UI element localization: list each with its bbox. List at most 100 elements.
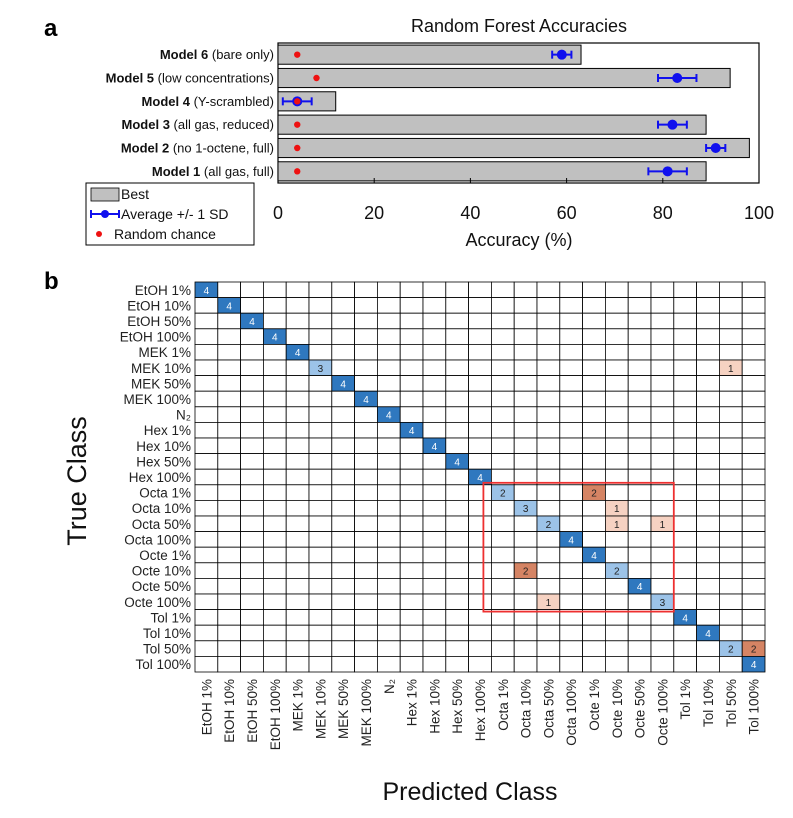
matrix-cell xyxy=(217,328,242,345)
matrix-cell xyxy=(559,515,583,533)
x-tick-label: 100 xyxy=(744,203,774,223)
avg-point xyxy=(667,119,678,130)
matrix-cell xyxy=(262,484,287,501)
matrix-cell xyxy=(331,515,355,533)
matrix-cell xyxy=(559,453,583,470)
matrix-cell xyxy=(194,468,219,486)
matrix-cell xyxy=(673,297,697,314)
matrix-cell xyxy=(719,312,743,330)
matrix-cell xyxy=(354,546,378,564)
matrix-cell xyxy=(627,546,652,564)
matrix-cell xyxy=(194,484,219,501)
avg-point xyxy=(710,143,721,153)
matrix-cell xyxy=(673,484,697,501)
matrix-cell xyxy=(719,609,743,626)
matrix-cell xyxy=(262,656,287,673)
matrix-cell xyxy=(308,328,333,345)
matrix-cell xyxy=(559,343,583,361)
matrix-cell xyxy=(627,312,652,330)
matrix-cell xyxy=(559,390,583,408)
matrix-cell xyxy=(354,562,378,579)
matrix-cell xyxy=(308,624,333,642)
matrix-cell xyxy=(399,546,424,564)
matrix-cell xyxy=(445,343,469,361)
matrix-cell xyxy=(719,546,743,564)
matrix-cell xyxy=(285,375,310,392)
matrix-cell xyxy=(308,593,333,611)
x-tick-label: EtOH 50% xyxy=(245,679,260,743)
matrix-cell xyxy=(240,640,264,657)
matrix-cell xyxy=(445,593,469,611)
matrix-cell xyxy=(217,546,242,564)
cell-count: 1 xyxy=(614,504,620,515)
matrix-cell xyxy=(194,453,219,470)
cell-count: 4 xyxy=(295,348,301,359)
matrix-cell xyxy=(513,484,538,501)
matrix-cell xyxy=(490,453,515,470)
matrix-cell xyxy=(650,375,675,392)
matrix-cell xyxy=(445,281,469,299)
matrix-cell xyxy=(741,328,766,345)
matrix-cell xyxy=(445,640,469,657)
matrix-cell xyxy=(376,343,401,361)
matrix-cell xyxy=(513,281,538,299)
matrix-cell xyxy=(559,437,583,455)
matrix-cell xyxy=(536,375,561,392)
matrix-cell xyxy=(376,312,401,330)
matrix-cell xyxy=(696,484,720,501)
matrix-cell xyxy=(308,546,333,564)
cell-count: 1 xyxy=(660,520,666,531)
matrix-cell xyxy=(719,343,743,361)
cell-count: 4 xyxy=(682,613,688,624)
matrix-cell xyxy=(468,297,492,314)
matrix-cell xyxy=(696,375,720,392)
matrix-cell xyxy=(422,297,447,314)
matrix-cell xyxy=(513,437,538,455)
y-tick-label: Octe 50% xyxy=(132,579,191,594)
matrix-cell xyxy=(536,312,561,330)
y-tick-label: MEK 50% xyxy=(131,376,191,391)
matrix-cell xyxy=(399,390,424,408)
matrix-cell xyxy=(559,375,583,392)
matrix-cell xyxy=(354,499,378,517)
matrix-cell xyxy=(559,499,583,517)
matrix-cell xyxy=(376,546,401,564)
matrix-cell xyxy=(559,328,583,345)
legend-swatch-best xyxy=(90,187,120,202)
matrix-cell xyxy=(513,640,538,657)
matrix-cell xyxy=(468,578,492,595)
matrix-cell xyxy=(513,406,538,423)
x-tick-label: 20 xyxy=(364,203,384,223)
matrix-cell xyxy=(536,531,561,548)
matrix-cell xyxy=(582,328,606,345)
matrix-cell xyxy=(605,328,629,345)
x-tick-label: Tol 1% xyxy=(678,679,693,720)
matrix-cell xyxy=(490,281,515,299)
matrix-cell xyxy=(490,546,515,564)
matrix-cell xyxy=(376,499,401,517)
matrix-cell xyxy=(582,593,606,611)
x-tick-label: 80 xyxy=(653,203,673,223)
matrix-cell xyxy=(536,562,561,579)
matrix-cell xyxy=(650,453,675,470)
matrix-cell xyxy=(513,328,538,345)
matrix-cell xyxy=(354,468,378,486)
matrix-cell xyxy=(605,453,629,470)
random-chance-point xyxy=(294,121,301,128)
bar-best-5 xyxy=(277,137,750,159)
matrix-cell xyxy=(262,593,287,611)
matrix-cell xyxy=(217,375,242,392)
matrix-cell xyxy=(719,499,743,517)
x-tick-label: 40 xyxy=(460,203,480,223)
cell-count: 4 xyxy=(340,379,346,390)
matrix-cell xyxy=(468,562,492,579)
matrix-cell xyxy=(650,640,675,657)
matrix-cell xyxy=(696,468,720,486)
y-tick-label: Tol 10% xyxy=(143,626,191,641)
matrix-cell xyxy=(240,359,264,377)
matrix-cell xyxy=(559,281,583,299)
matrix-cell xyxy=(605,437,629,455)
matrix-cell xyxy=(650,297,675,314)
matrix-cell xyxy=(354,297,378,314)
matrix-cell xyxy=(673,515,697,533)
